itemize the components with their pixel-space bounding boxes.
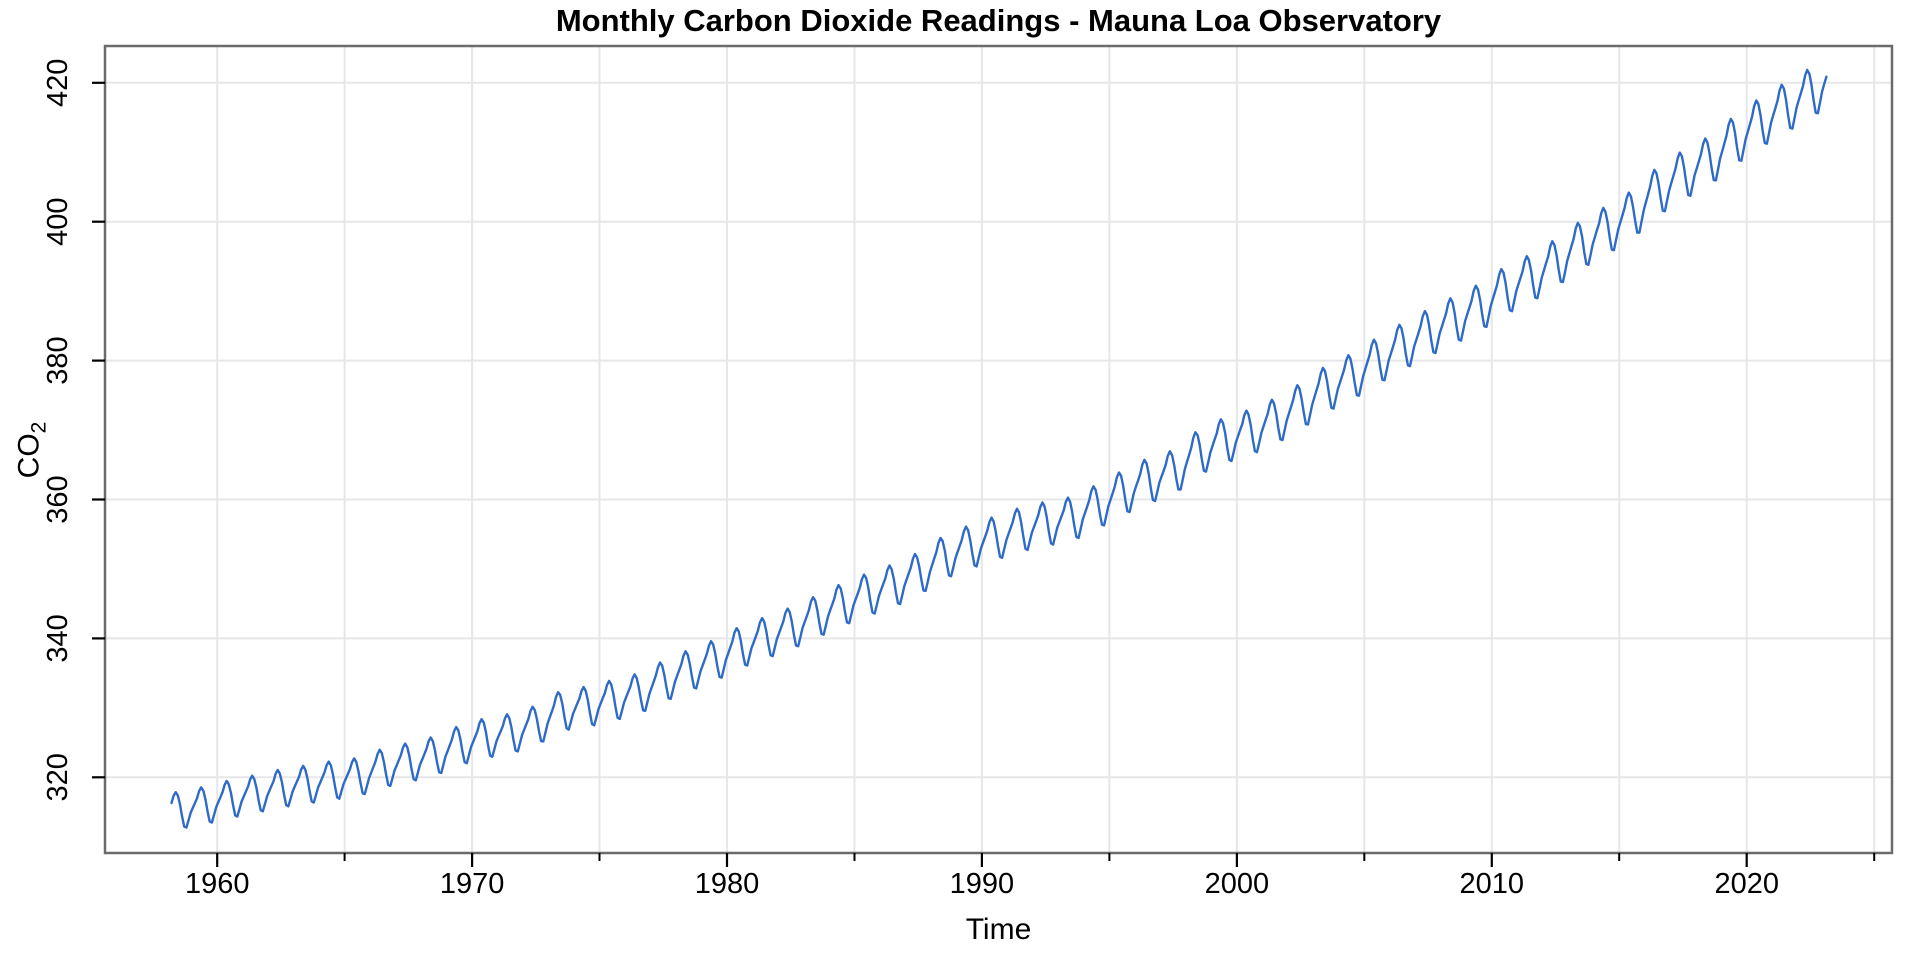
x-tick-label-1970: 1970	[440, 868, 505, 900]
y-tick-label-380: 380	[42, 336, 74, 384]
x-tick-label-1980: 1980	[695, 868, 760, 900]
x-tick-label-2020: 2020	[1714, 868, 1779, 900]
y-tick-label-400: 400	[42, 198, 74, 246]
y-axis-label-subscript: 2	[27, 421, 51, 434]
x-tick-label-2000: 2000	[1205, 868, 1270, 900]
x-tick-label-2010: 2010	[1460, 868, 1525, 900]
x-tick-label-1990: 1990	[950, 868, 1015, 900]
co2-series-line	[170, 68, 1828, 829]
y-axis-label-main: CO	[12, 433, 46, 479]
y-axis-label-text: CO2	[13, 422, 52, 479]
y-tick-label-320: 320	[42, 753, 74, 801]
x-axis-label: Time	[965, 913, 1032, 946]
y-tick-label-340: 340	[42, 614, 74, 662]
x-tick-label-1960: 1960	[185, 868, 250, 900]
chart-title: Monthly Carbon Dioxide Readings - Mauna …	[555, 3, 1442, 38]
y-tick-label-420: 420	[42, 59, 74, 107]
panel-border	[103, 44, 1894, 855]
y-tick-label-360: 360	[42, 475, 74, 523]
